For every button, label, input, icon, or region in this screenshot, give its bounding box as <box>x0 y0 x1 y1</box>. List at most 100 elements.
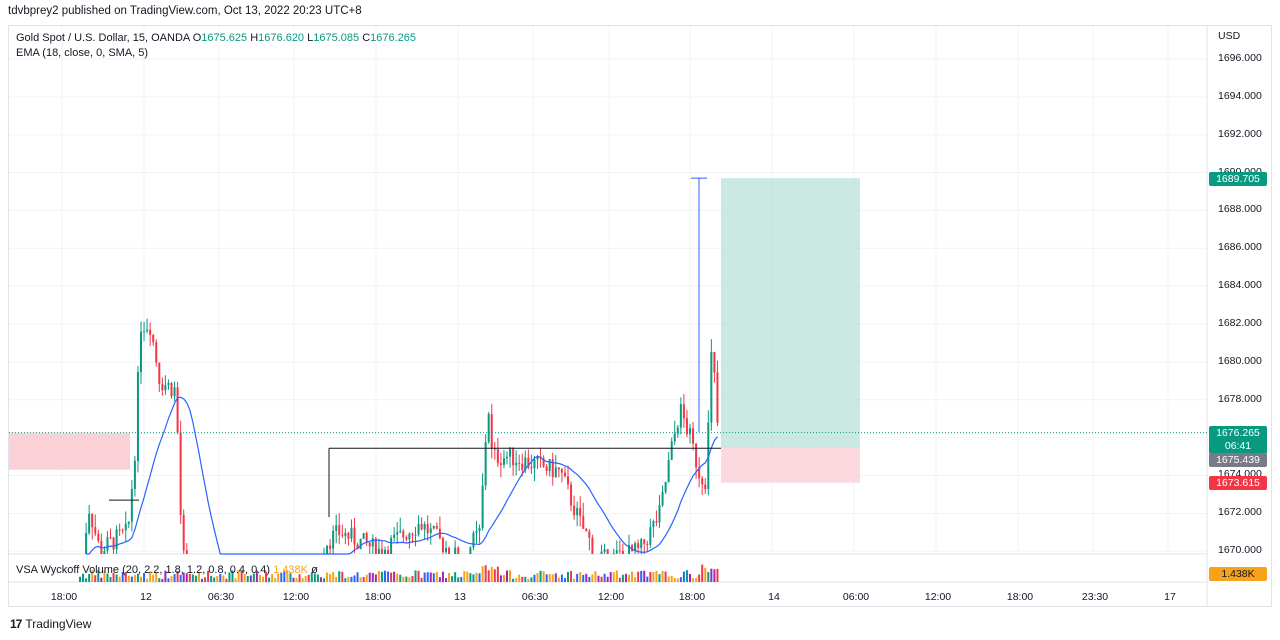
candle-body <box>512 447 515 466</box>
volume-bar <box>280 572 283 582</box>
candle-body <box>579 507 582 516</box>
volume-bar <box>509 570 512 582</box>
volume-bar <box>478 573 481 582</box>
volume-bar <box>231 570 234 582</box>
candle-body <box>130 488 133 522</box>
volume-bar <box>515 578 518 582</box>
volume-bar <box>682 571 685 582</box>
candle-body <box>506 456 508 459</box>
volume-bar <box>438 577 441 582</box>
volume-bar <box>329 574 332 582</box>
volume-bar <box>393 571 396 582</box>
vsa-extra: ø <box>311 564 318 576</box>
volume-bar <box>79 576 81 582</box>
volume-bar <box>646 576 649 582</box>
volume-bar <box>234 578 237 582</box>
volume-bar <box>292 577 295 582</box>
candle-body <box>502 458 505 465</box>
candle-body <box>441 538 444 553</box>
candle-body <box>496 449 499 464</box>
vsa-legend[interactable]: VSA Wyckoff Volume (20, 2.2, 1.8, 1.2, 0… <box>16 564 318 576</box>
currency-label: USD <box>1218 30 1241 42</box>
volume-bar <box>390 572 393 582</box>
volume-bar <box>326 572 329 582</box>
volume-bar <box>609 572 612 582</box>
volume-bar <box>353 575 356 582</box>
volume-bar <box>304 576 307 582</box>
volume-bar <box>310 572 313 582</box>
candle-body <box>390 537 393 554</box>
volume-bar <box>277 573 280 582</box>
time-axis-label: 13 <box>454 591 466 603</box>
candle-body <box>408 533 411 540</box>
candle-body <box>567 476 569 485</box>
candle-body <box>167 382 170 386</box>
volume-bar <box>466 571 469 582</box>
volume-bar <box>704 567 707 582</box>
footer-brand[interactable]: 17 TradingView <box>10 617 91 631</box>
volume-bar <box>695 577 698 582</box>
candle-body <box>338 525 341 536</box>
candle-body <box>164 385 167 391</box>
time-axis-label: 18:00 <box>678 591 706 603</box>
volume-bar <box>341 571 344 582</box>
volume-bar <box>167 578 170 582</box>
volume-bar <box>374 574 377 582</box>
candle-body <box>112 537 115 550</box>
candle-body <box>548 459 551 472</box>
volume-bar <box>396 573 399 582</box>
volume-bar <box>344 578 347 582</box>
candle-body <box>710 351 713 423</box>
candle-body <box>576 507 579 516</box>
candle-body <box>588 531 591 538</box>
ema-legend[interactable]: EMA (18, close, 0, SMA, 5) <box>16 47 149 59</box>
previous-zone <box>9 432 130 470</box>
candle-body <box>685 418 688 435</box>
volume-bar <box>194 575 197 582</box>
candle-body <box>658 505 661 523</box>
volume-bar <box>335 576 338 582</box>
price-axis-label: 1684.000 <box>1218 279 1262 292</box>
volume-bar <box>542 571 545 582</box>
volume-bar <box>429 572 432 582</box>
candle-body <box>493 448 496 450</box>
candle-body <box>356 544 359 550</box>
candle-body <box>341 535 344 537</box>
price-axis-label: 1672.000 <box>1218 506 1262 519</box>
volume-bar <box>155 571 158 582</box>
volume-bar <box>533 574 536 582</box>
candle-body <box>423 523 426 530</box>
candle-body <box>606 549 609 554</box>
candle-body <box>350 527 353 539</box>
time-axis-label: 14 <box>768 591 780 603</box>
volume-bar <box>216 576 219 582</box>
close-label: C <box>362 32 371 44</box>
candle-body <box>445 547 447 553</box>
volume-bar <box>173 574 176 582</box>
volume-bar <box>265 571 268 582</box>
volume-bar <box>271 573 274 582</box>
candle-body <box>121 530 124 532</box>
volume-bar <box>545 574 548 582</box>
candle-body <box>713 351 716 373</box>
symbol-legend[interactable]: Gold Spot / U.S. Dollar, 15, OANDA O1675… <box>16 32 416 44</box>
volume-bar <box>97 570 100 582</box>
candle-body <box>454 547 457 554</box>
open-label: O <box>192 32 202 44</box>
volume-bar <box>612 572 615 582</box>
volume-bar <box>594 571 597 582</box>
low-label: L <box>307 32 314 44</box>
volume-bar <box>161 578 164 582</box>
candle-body <box>673 433 676 442</box>
bar-countdown: 06:41 <box>1224 440 1252 452</box>
candle-body <box>557 467 560 470</box>
volume-bar <box>493 569 496 582</box>
volume-bar <box>673 578 676 582</box>
high-label: H <box>250 32 259 44</box>
candle-body <box>682 404 685 419</box>
volume-bar <box>323 578 325 582</box>
volume-bar <box>423 572 426 582</box>
volume-bar <box>185 573 188 582</box>
volume-bar <box>121 572 124 582</box>
chart-canvas[interactable] <box>9 26 1271 606</box>
